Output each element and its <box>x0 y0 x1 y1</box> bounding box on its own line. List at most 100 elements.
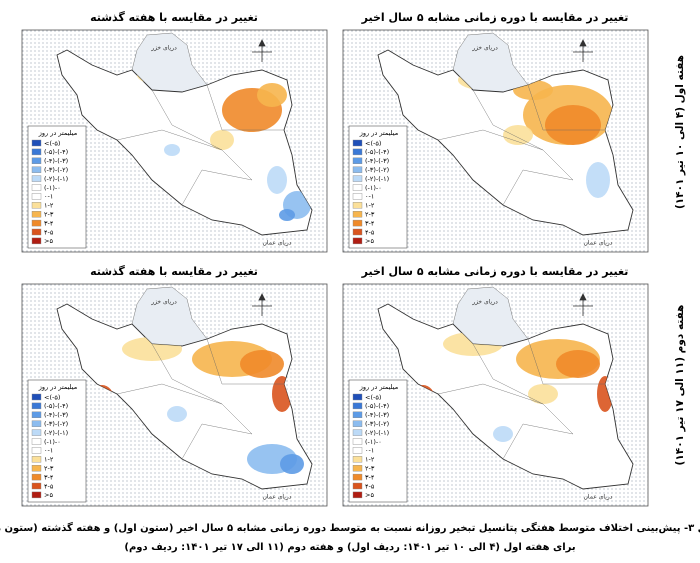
legend-label: (-۲)-(-۱) <box>44 175 68 183</box>
legend-label: (-۱)-۰ <box>44 184 61 192</box>
legend-label: ۴-۵ <box>365 482 375 490</box>
legend-swatch <box>31 219 42 227</box>
sea-label: دریای عمان <box>263 494 292 501</box>
legend-label: ۱-۲ <box>44 456 54 464</box>
legend-label: ۲-۳ <box>365 211 375 219</box>
row-label: هفته دوم (۱۱ الی ۱۷ تیر ۱۴۰۱) <box>674 305 686 466</box>
legend-swatch <box>352 184 363 191</box>
north-arrow <box>252 293 272 316</box>
legend-title: میلیمتر در روز <box>38 383 77 391</box>
legend-label: ۳-۴ <box>365 473 375 481</box>
north-arrow <box>573 39 593 62</box>
sea-label: دریای عمان <box>584 494 613 501</box>
hazard-area <box>493 426 513 442</box>
legend-swatch <box>31 491 42 499</box>
legend-swatch <box>352 411 363 418</box>
hazard-area <box>586 162 610 198</box>
legend-swatch <box>352 456 363 463</box>
legend-swatch <box>352 202 363 209</box>
legend-label: <(-۵) <box>365 393 381 401</box>
hazard-area <box>167 406 187 422</box>
legend-label: ۲-۳ <box>44 211 54 219</box>
legend-label: (-۵)-(-۴) <box>44 148 68 156</box>
legend-swatch <box>31 402 42 410</box>
hazard-area <box>280 454 304 474</box>
province-lines <box>116 338 284 460</box>
legend-label: (-۱)-۰ <box>365 184 382 192</box>
legend-swatch <box>31 411 42 418</box>
legend-label: ۰-۱ <box>365 193 374 201</box>
legend-swatch <box>352 473 363 481</box>
legend-swatch <box>352 157 363 164</box>
legend-swatch <box>352 429 363 436</box>
legend-swatch <box>352 193 363 200</box>
legend-swatch <box>31 464 42 472</box>
hazard-area <box>267 166 287 194</box>
legend-label: (-۵)-(-۴) <box>365 148 389 156</box>
sea-label: دریای خزر <box>150 45 177 52</box>
legend-label: ۴-۵ <box>44 482 54 490</box>
legend-swatch <box>352 438 363 445</box>
legend-label: (-۳)-(-۲) <box>365 420 389 428</box>
legend-label: <(-۵) <box>44 139 60 147</box>
legend-swatch <box>31 237 42 245</box>
legend-swatch <box>352 210 363 218</box>
hazard-area <box>279 209 295 221</box>
legend-swatch <box>31 456 42 463</box>
sea-label: دریای خزر <box>471 299 498 306</box>
hazard-area <box>210 130 234 150</box>
legend-label: ۱-۲ <box>365 202 375 210</box>
sea-label: دریای عمان <box>584 240 613 247</box>
legend-swatch <box>31 447 42 454</box>
province-lines <box>116 84 284 206</box>
sea-label: دریای عمان <box>263 240 292 247</box>
legend-label: ۴-۵ <box>365 228 375 236</box>
hazard-area <box>240 350 284 378</box>
map: دریای خزر دریای عمان میلیمتر در روز <(-۵) (-… <box>21 283 328 507</box>
legend-swatch <box>31 228 42 236</box>
legend: میلیمتر در روز <(-۵)(-۵)-(-۴)(-۴)-(-۳)(-۳… <box>27 125 87 249</box>
legend-swatch <box>31 482 42 490</box>
legend-label: >۵ <box>365 491 374 499</box>
map-panel: تغییر در مقایسه با هفته گذشته دریای خزر در… <box>21 265 328 507</box>
legend-swatch <box>352 447 363 454</box>
legend-swatch <box>31 139 42 147</box>
legend-swatch <box>352 148 363 156</box>
legend: میلیمتر در روز <(-۵)(-۵)-(-۴)(-۴)-(-۳)(-۳… <box>348 379 408 503</box>
legend-label: ۳-۴ <box>44 473 54 481</box>
north-arrow <box>573 293 593 316</box>
legend-label: (-۳)-(-۲) <box>44 166 68 174</box>
legend-swatch <box>352 175 363 182</box>
legend-swatch <box>352 491 363 499</box>
legend-label: ۰-۱ <box>44 447 53 455</box>
legend-label: ۰-۱ <box>44 193 53 201</box>
legend-label: ۲-۳ <box>365 465 375 473</box>
legend-label: (-۴)-(-۳) <box>44 411 68 419</box>
legend-swatch <box>352 166 363 173</box>
hazard-area <box>164 144 180 156</box>
caption-line: برای هفته اول (۴ الی ۱۰ تیر ۱۴۰۱: ردیف ا… <box>124 542 575 553</box>
hazard-area <box>503 125 533 145</box>
legend-label: ۳-۴ <box>365 219 375 227</box>
legend-swatch <box>352 482 363 490</box>
legend-swatch <box>31 157 42 164</box>
legend-label: ۳-۴ <box>44 219 54 227</box>
legend-label: (-۲)-(-۱) <box>44 429 68 437</box>
legend-title: میلیمتر در روز <box>359 383 398 391</box>
caption-line: شکل ۳- پیش‌بینی اختلاف متوسط هفتگی پتانس… <box>0 521 700 534</box>
legend-swatch <box>31 166 42 173</box>
legend-label: (-۴)-(-۳) <box>365 411 389 419</box>
legend-swatch <box>31 393 42 401</box>
panel-title: تغییر در مقایسه با دوره زمانی مشابه ۵ سا… <box>361 265 629 278</box>
map-panel: تغییر در مقایسه با دوره زمانی مشابه ۵ سا… <box>342 11 649 253</box>
legend-swatch <box>31 473 42 481</box>
legend-label: (-۵)-(-۴) <box>365 402 389 410</box>
row-label: هفته اول (۴ الی ۱۰ تیر ۱۴۰۱) <box>674 55 686 209</box>
legend-label: (-۱)-۰ <box>44 438 61 446</box>
legend-label: <(-۵) <box>44 393 60 401</box>
legend-swatch <box>352 420 363 427</box>
sea-label: دریای خزر <box>150 299 177 306</box>
hazard-area <box>528 384 558 404</box>
